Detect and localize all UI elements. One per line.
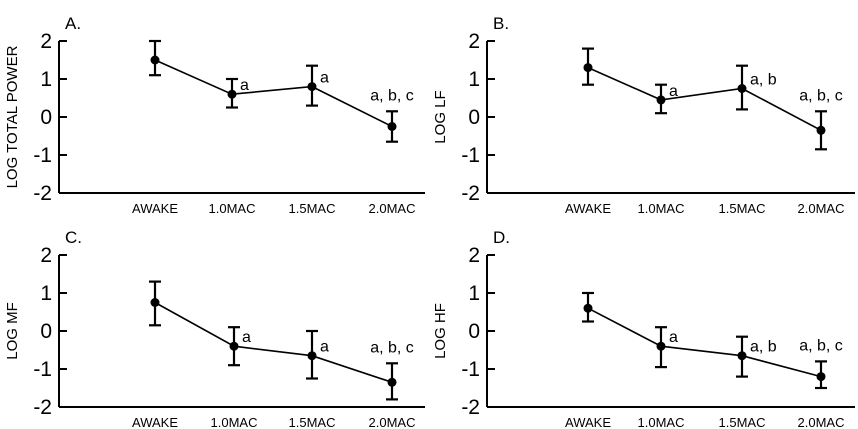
data-point	[583, 303, 593, 313]
chart-panel-3: 2 1 0 -1 -2 C. LOG MF AWAKE 1.0MAC 1.5MAC 2.0MAC a a…	[4, 228, 425, 429]
x-category-label: 1.5MAC	[719, 201, 766, 216]
x-category-label: 2.0MAC	[369, 415, 416, 429]
data-point	[227, 89, 237, 99]
series-line	[587, 66, 822, 132]
y-tick-label: 2	[40, 30, 52, 53]
y-tick-label: 1	[468, 68, 480, 91]
data-point	[816, 372, 826, 382]
significance-label: a, b, c	[799, 337, 843, 354]
data-point	[150, 298, 160, 307]
panel-label: C.	[65, 228, 82, 247]
x-category-label: AWAKE	[132, 201, 178, 216]
y-tick-label: -2	[33, 396, 52, 419]
chart-panel-1: 2 1 0 -1 -2 A. LOG TOTAL POWER AWAKE 1.0MAC 1.5MA…	[4, 14, 425, 216]
y-tick-label: 0	[468, 320, 480, 343]
y-tick-label: 1	[468, 282, 480, 305]
y-tick-label: 0	[40, 106, 52, 129]
x-category-label: 1.0MAC	[209, 201, 256, 216]
significance-label: a	[242, 329, 251, 346]
y-axis-title: LOG HF	[432, 303, 449, 359]
x-category-label: 1.5MAC	[289, 415, 336, 429]
y-tick-label: -2	[461, 182, 480, 205]
significance-label: a	[320, 339, 329, 356]
y-tick-label: 1	[40, 68, 52, 91]
y-axis-title: LOG TOTAL POWER	[4, 45, 21, 188]
data-point	[307, 351, 317, 361]
x-category-label: AWAKE	[565, 201, 611, 216]
y-tick-label: -1	[33, 144, 52, 167]
data-point	[816, 125, 826, 135]
x-category-label: 1.0MAC	[638, 415, 685, 429]
data-point	[387, 377, 397, 387]
x-category-label: 1.0MAC	[211, 415, 258, 429]
significance-label: a, b	[750, 339, 777, 356]
y-tick-label: 2	[40, 244, 52, 267]
x-category-label: 2.0MAC	[369, 201, 416, 216]
significance-label: a, b, c	[370, 87, 414, 104]
y-tick-label: 2	[468, 30, 480, 53]
significance-label: a	[240, 77, 249, 94]
x-category-label: AWAKE	[132, 415, 178, 429]
significance-label: a	[669, 83, 678, 100]
data-point	[583, 63, 593, 73]
data-point	[150, 55, 160, 65]
significance-label: a	[320, 70, 329, 87]
y-axis-title: LOG LF	[432, 90, 449, 143]
y-tick-label: -2	[461, 396, 480, 419]
data-point	[307, 82, 317, 92]
chart-panel-2: 2 1 0 -1 -2 B. LOG LF AWAKE 1.0MAC 1.5MAC 2.0MAC a a…	[432, 14, 855, 216]
significance-label: a, b, c	[370, 339, 414, 356]
data-point	[656, 95, 666, 105]
x-category-label: 1.0MAC	[638, 201, 685, 216]
series-line	[154, 59, 393, 128]
significance-label: a	[669, 329, 678, 346]
x-category-label: 2.0MAC	[798, 415, 845, 429]
y-tick-label: 0	[40, 320, 52, 343]
series-line	[587, 307, 822, 378]
y-tick-label: 2	[468, 244, 480, 267]
y-axis-title: LOG MF	[4, 302, 21, 360]
panel-label: B.	[493, 14, 509, 33]
significance-label: a, b	[750, 72, 777, 89]
x-category-label: 1.5MAC	[719, 415, 766, 429]
y-tick-label: -1	[33, 358, 52, 381]
panel-label: D.	[493, 228, 510, 247]
x-category-label: AWAKE	[565, 415, 611, 429]
series-line	[154, 301, 393, 384]
data-point	[387, 122, 397, 131]
significance-label: a, b, c	[799, 87, 843, 104]
y-tick-label: -2	[33, 182, 52, 205]
data-point	[737, 84, 747, 93]
data-point	[229, 341, 239, 351]
data-point	[656, 341, 666, 351]
panel-label: A.	[65, 14, 81, 33]
y-tick-label: -1	[461, 144, 480, 167]
x-category-label: 1.5MAC	[289, 201, 336, 216]
chart-panel-4: 2 1 0 -1 -2 D. LOG HF AWAKE 1.0MAC 1.5MAC 2.0MAC a a…	[432, 228, 855, 429]
y-tick-label: 0	[468, 106, 480, 129]
x-category-label: 2.0MAC	[798, 201, 845, 216]
y-tick-label: -1	[461, 358, 480, 381]
y-tick-label: 1	[40, 282, 52, 305]
data-point	[737, 351, 747, 361]
